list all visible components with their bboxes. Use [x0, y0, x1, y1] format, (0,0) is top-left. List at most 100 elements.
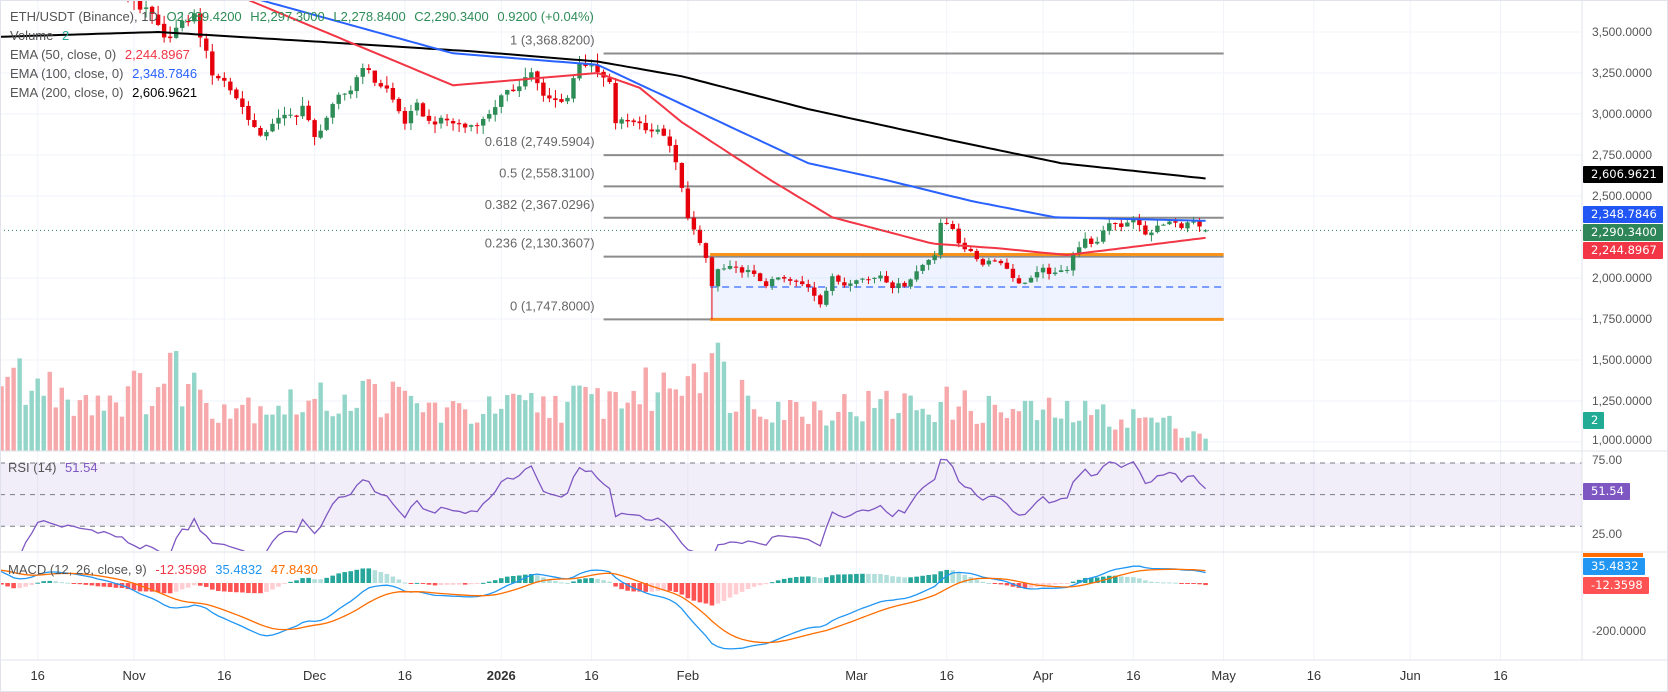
candle[interactable]: [806, 284, 811, 288]
ema50-line[interactable]: [0, 0, 1206, 257]
candle[interactable]: [679, 163, 685, 188]
candle[interactable]: [974, 250, 980, 260]
candle[interactable]: [938, 222, 943, 255]
candle[interactable]: [276, 117, 281, 124]
candle[interactable]: [794, 280, 799, 282]
macd-line[interactable]: [0, 565, 1206, 650]
candle[interactable]: [1197, 221, 1202, 227]
candle[interactable]: [739, 267, 745, 273]
candle[interactable]: [595, 65, 600, 73]
candle[interactable]: [848, 283, 853, 286]
candle[interactable]: [697, 229, 703, 243]
candle[interactable]: [444, 118, 450, 121]
candle[interactable]: [493, 107, 498, 115]
candle[interactable]: [408, 110, 414, 124]
candle[interactable]: [342, 93, 347, 95]
candle[interactable]: [884, 275, 889, 283]
candle[interactable]: [384, 85, 390, 89]
ema200-line[interactable]: [0, 30, 1206, 180]
candle[interactable]: [1179, 223, 1184, 229]
candle[interactable]: [1203, 230, 1208, 232]
candle[interactable]: [1131, 218, 1136, 223]
candle[interactable]: [234, 89, 239, 99]
candle[interactable]: [312, 120, 317, 138]
candle[interactable]: [661, 128, 666, 136]
candle[interactable]: [318, 130, 323, 138]
macd-legend[interactable]: MACD (12, 26, close, 9) -12.3598 35.4832…: [8, 562, 323, 578]
candle[interactable]: [926, 259, 931, 265]
candle[interactable]: [1004, 262, 1010, 269]
candle[interactable]: [252, 120, 257, 128]
candle[interactable]: [137, 0, 143, 10]
candle[interactable]: [192, 13, 197, 22]
macd-signal-line[interactable]: [0, 568, 1206, 644]
candle[interactable]: [986, 260, 992, 265]
ema100-legend[interactable]: EMA (100, close, 0) 2,348.7846: [10, 66, 202, 82]
candle[interactable]: [432, 121, 438, 125]
candle[interactable]: [908, 279, 913, 287]
candle[interactable]: [998, 260, 1004, 264]
ema200-legend[interactable]: EMA (200, close, 0) 2,606.9621: [10, 85, 202, 101]
candle[interactable]: [505, 90, 510, 95]
candle[interactable]: [1191, 221, 1196, 223]
candle[interactable]: [336, 94, 341, 104]
candle[interactable]: [354, 77, 359, 92]
candle[interactable]: [161, 23, 167, 38]
candle[interactable]: [932, 255, 937, 261]
candle[interactable]: [1064, 269, 1070, 271]
candle[interactable]: [673, 145, 679, 163]
candle[interactable]: [186, 21, 191, 23]
candle[interactable]: [1107, 223, 1112, 231]
ema100-line[interactable]: [0, 0, 1206, 222]
candle[interactable]: [775, 277, 781, 280]
candle[interactable]: [547, 95, 552, 99]
candle[interactable]: [1040, 267, 1046, 273]
candle[interactable]: [944, 222, 949, 224]
candle[interactable]: [258, 127, 263, 136]
candle[interactable]: [631, 120, 636, 123]
candle[interactable]: [800, 281, 805, 285]
candle[interactable]: [619, 119, 624, 124]
candle[interactable]: [1149, 232, 1154, 236]
candle[interactable]: [179, 20, 185, 28]
candle[interactable]: [577, 62, 582, 79]
candle[interactable]: [830, 276, 835, 291]
candle[interactable]: [1119, 223, 1124, 227]
symbol-legend[interactable]: ETH/USDT (Binance), 1D O2,289.4200 H2,29…: [10, 9, 599, 25]
candle[interactable]: [450, 121, 456, 124]
candle[interactable]: [571, 78, 576, 99]
candle[interactable]: [878, 275, 883, 279]
candle[interactable]: [240, 98, 245, 107]
candle[interactable]: [499, 95, 504, 107]
candle[interactable]: [667, 136, 672, 146]
candle[interactable]: [282, 114, 287, 119]
candle[interactable]: [155, 14, 161, 25]
candle[interactable]: [372, 70, 378, 83]
candle[interactable]: [438, 117, 444, 124]
candle[interactable]: [330, 104, 335, 118]
candle[interactable]: [366, 68, 371, 70]
candle[interactable]: [914, 271, 919, 280]
candle[interactable]: [733, 266, 739, 268]
candle[interactable]: [1137, 219, 1142, 226]
candle[interactable]: [270, 123, 275, 132]
candle[interactable]: [480, 119, 486, 126]
candle[interactable]: [348, 90, 353, 95]
candle[interactable]: [1076, 247, 1082, 255]
rsi-pane[interactable]: [0, 458, 1582, 571]
candle[interactable]: [872, 277, 877, 279]
candle[interactable]: [1143, 225, 1148, 235]
candle[interactable]: [992, 260, 998, 262]
candle[interactable]: [1058, 270, 1064, 272]
candle[interactable]: [414, 102, 420, 111]
candle[interactable]: [854, 280, 859, 284]
candle[interactable]: [788, 279, 793, 281]
candle[interactable]: [860, 278, 865, 280]
candle[interactable]: [1082, 238, 1088, 248]
candle[interactable]: [589, 65, 594, 67]
candle[interactable]: [1089, 238, 1094, 244]
candle[interactable]: [396, 98, 402, 112]
candle[interactable]: [462, 123, 468, 128]
candle[interactable]: [890, 282, 895, 289]
candle[interactable]: [920, 264, 925, 271]
